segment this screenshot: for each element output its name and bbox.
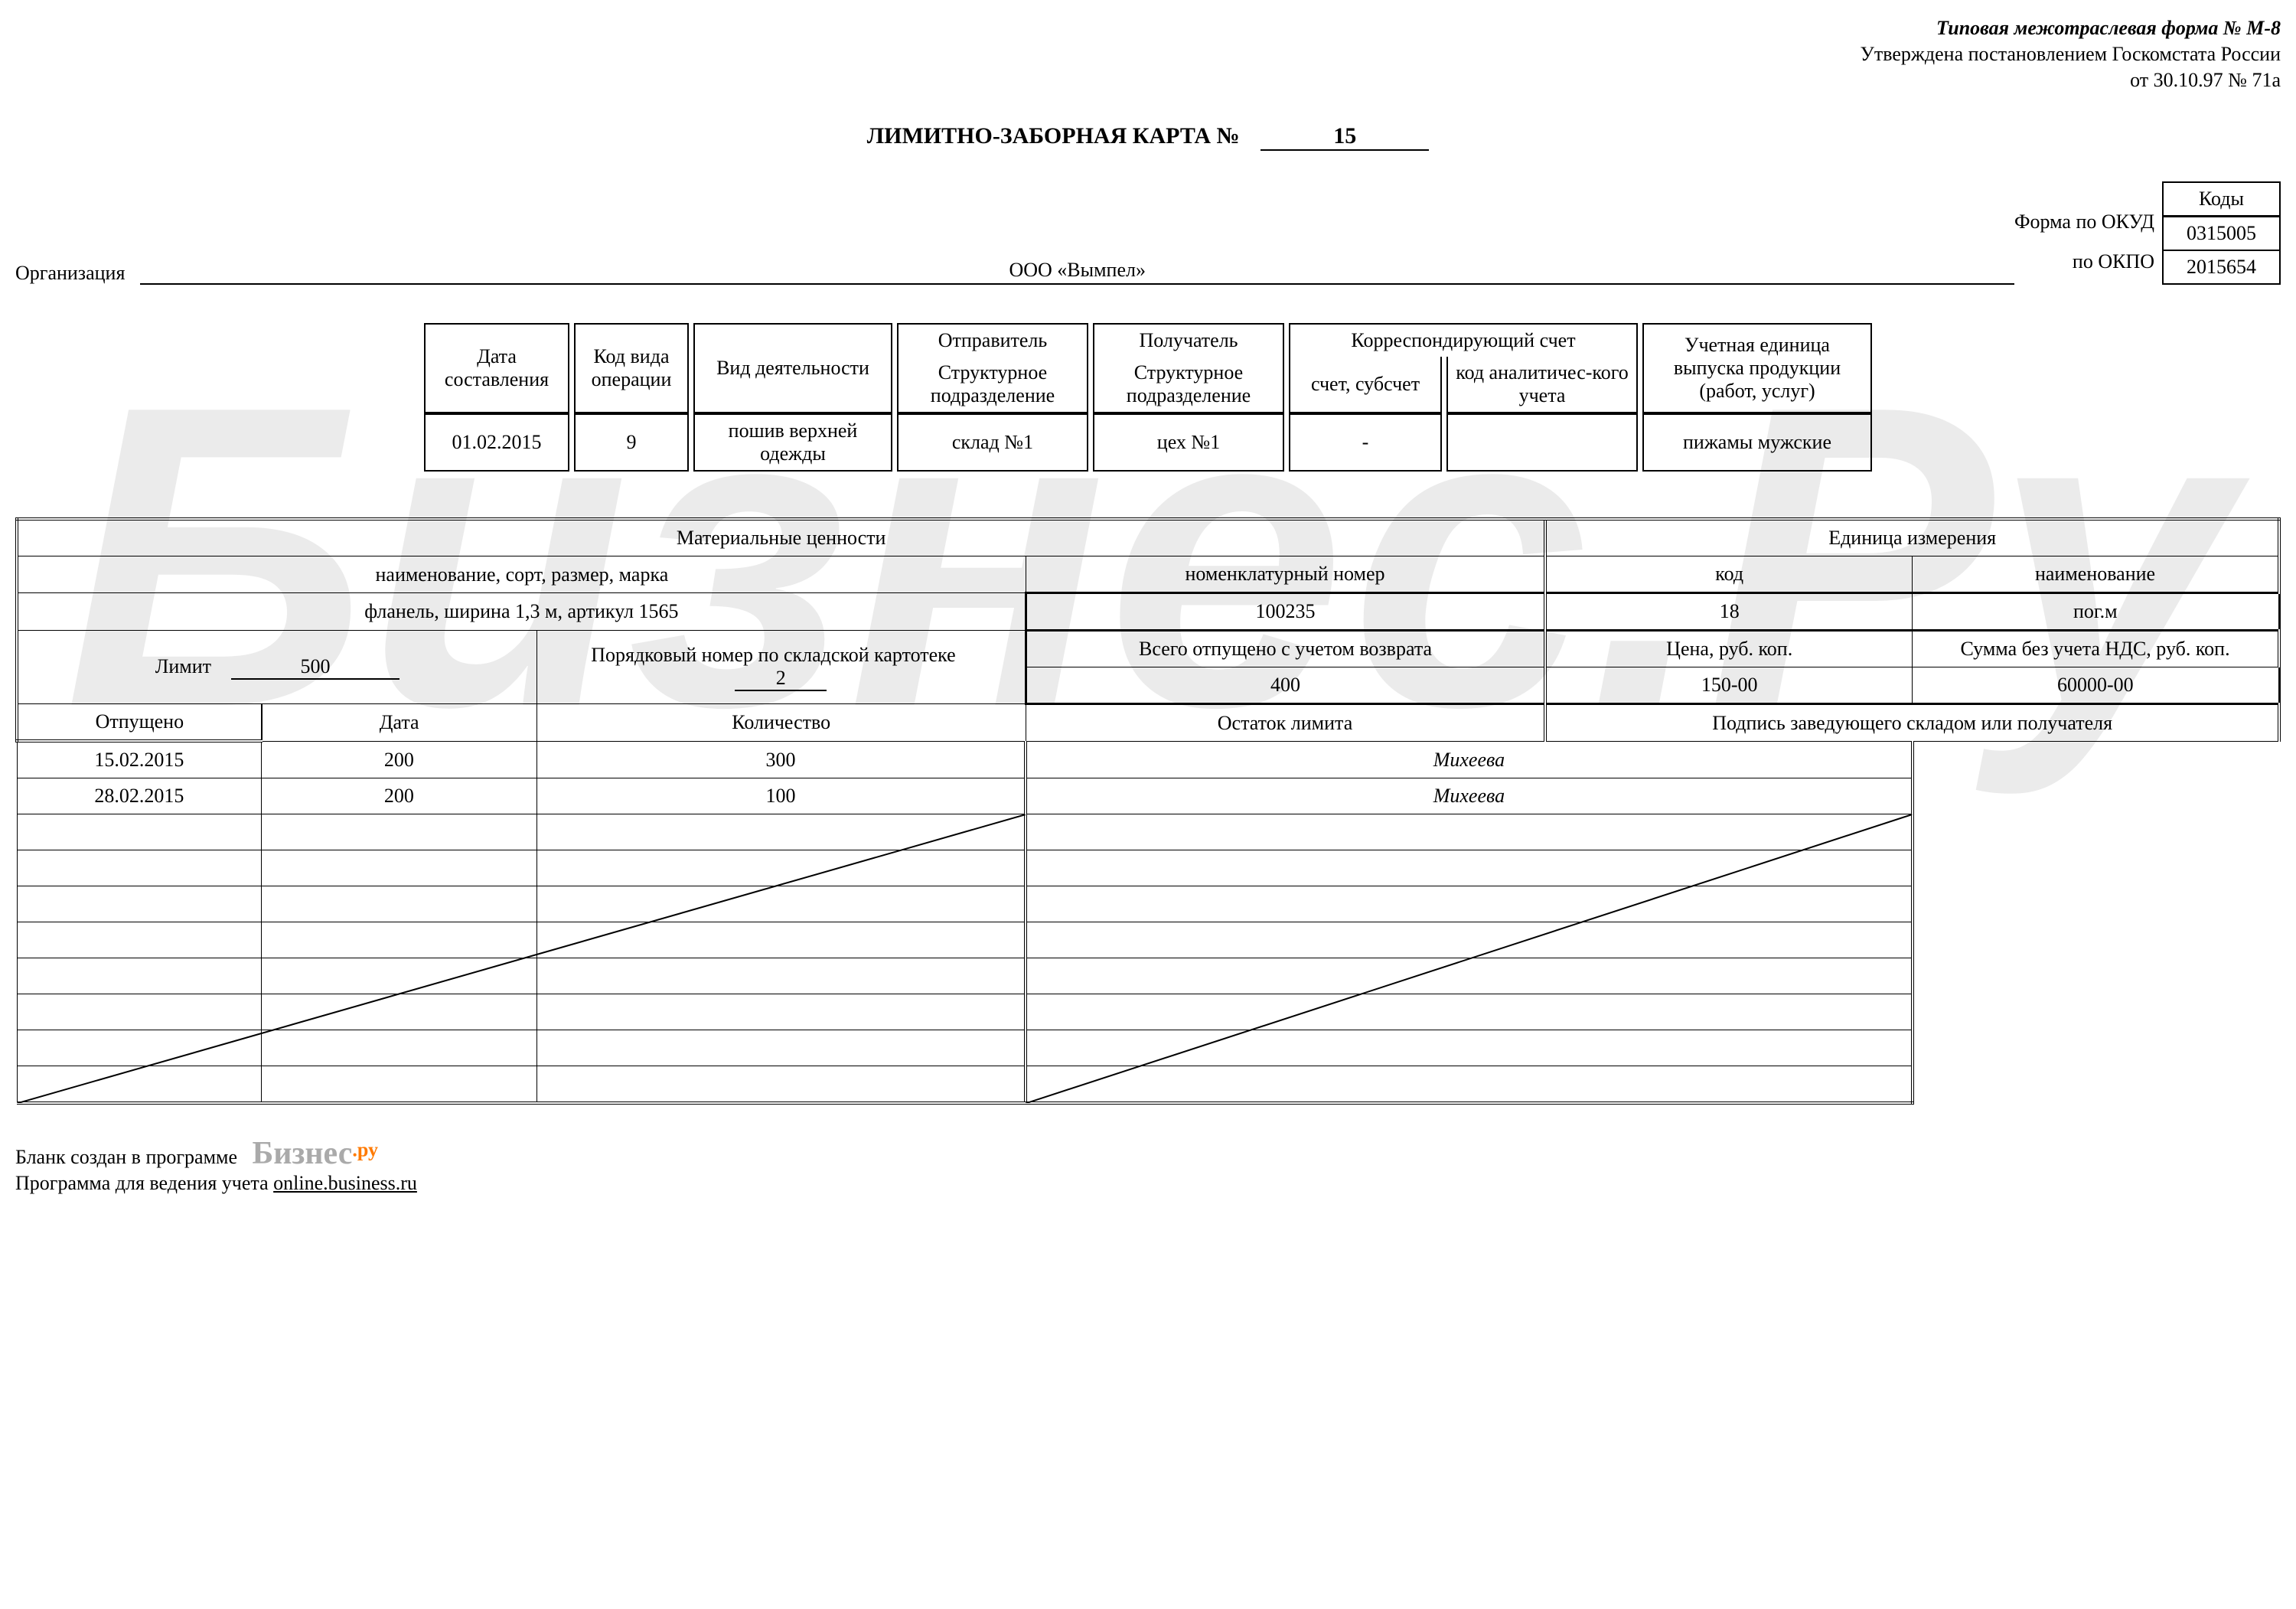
v-name-sort: фланель, ширина 1,3 м, артикул 1565 [17, 593, 1026, 631]
form-header: Типовая межотраслевая форма № М-8 Утверж… [15, 15, 2281, 93]
h-unit: Единица измерения [1545, 519, 2279, 556]
table-row-empty [17, 958, 2279, 994]
codes-labels: Форма по ОКУД по ОКПО [2014, 202, 2162, 285]
meta-h-date: Дата составления [424, 323, 569, 413]
codes-table: Коды 0315005 2015654 [2162, 181, 2281, 285]
table-row-empty [17, 1030, 2279, 1066]
codes-title: Коды [2163, 182, 2280, 217]
v-total-released: 400 [1026, 667, 1545, 704]
footer-line1: Бланк создан в программе [15, 1146, 237, 1168]
table-row-empty [17, 886, 2279, 922]
meta-v-date: 01.02.2015 [424, 413, 569, 472]
card-index-value: 2 [735, 667, 827, 691]
table-row: 15.02.2015200300Михеева [17, 741, 2279, 778]
document-title: ЛИМИТНО-ЗАБОРНАЯ КАРТА № 15 [15, 123, 2281, 151]
form-type: Типовая межотраслевая форма № М-8 [15, 15, 2281, 41]
h-qty-col: Количество [536, 704, 1026, 742]
h-nomen: номенклатурный номер [1026, 556, 1545, 593]
document-number: 15 [1261, 123, 1429, 151]
table-row-empty [17, 994, 2279, 1030]
limit-cell: Лимит 500 [17, 631, 536, 704]
form-date: от 30.10.97 № 71а [15, 67, 2281, 93]
meta-v-op: 9 [574, 413, 689, 472]
card-index-cell: Порядковый номер по складской картотеке … [536, 631, 1026, 704]
table-row-empty [17, 850, 2279, 886]
h-remain-col: Остаток лимита [1026, 704, 1545, 742]
meta-v-unit: пижамы мужские [1642, 413, 1872, 472]
v-sum: 60000-00 [1913, 667, 2279, 704]
meta-h-corr: Корреспондирующий счет [1289, 323, 1638, 357]
form-approved: Утверждена постановлением Госкомстата Ро… [15, 41, 2281, 67]
meta-v-analytic [1446, 413, 1638, 472]
table-row-empty [17, 1066, 2279, 1104]
footer-line2: Программа для ведения учета [15, 1172, 269, 1194]
meta-v-acct: - [1289, 413, 1442, 472]
meta-v-receiver: цех №1 [1093, 413, 1284, 472]
meta-h-acct: счет, субсчет [1289, 357, 1442, 413]
h-sum: Сумма без учета НДС, руб. коп. [1913, 631, 2279, 667]
meta-h-receiver: Получатель [1093, 323, 1284, 357]
v-unit-name: пог.м [1913, 593, 2279, 631]
h-unit-code: код [1545, 556, 1912, 593]
meta-h-analytic: код аналитичес-кого учета [1446, 357, 1638, 413]
meta-h-struct1: Структурное подразделение [897, 357, 1088, 413]
released-label: Отпущено [17, 704, 262, 742]
okud-label: Форма по ОКУД [2014, 202, 2154, 242]
meta-v-sender: склад №1 [897, 413, 1088, 472]
limit-value: 500 [231, 655, 400, 680]
meta-h-struct2: Структурное подразделение [1093, 357, 1284, 413]
meta-v-activity: пошив верхней одежды [693, 413, 892, 472]
okpo-value: 2015654 [2163, 250, 2280, 284]
table-row-empty [17, 922, 2279, 958]
meta-h-sender: Отправитель [897, 323, 1088, 357]
v-nomen: 100235 [1026, 593, 1545, 631]
table-row-empty [17, 814, 2279, 850]
meta-h-op: Код вида операции [574, 323, 689, 413]
h-mat-values: Материальные ценности [17, 519, 1545, 556]
organization-value: ООО «Вымпел» [140, 259, 2014, 285]
meta-table: Дата составления Код вида операции Вид д… [419, 323, 1877, 472]
footer-brand: Бизнес [253, 1136, 353, 1171]
footer-link[interactable]: online.business.ru [273, 1172, 417, 1194]
organization-label: Организация [15, 262, 125, 285]
okud-value: 0315005 [2163, 217, 2280, 251]
h-sign-col: Подпись заведующего складом или получате… [1545, 704, 2279, 742]
footer: Бланк создан в программе Бизнес.ру Прогр… [15, 1135, 2281, 1195]
h-price: Цена, руб. коп. [1545, 631, 1912, 667]
meta-h-unit: Учетная единица выпуска продукции (работ… [1642, 323, 1872, 413]
table-row: 28.02.2015200100Михеева [17, 778, 2279, 814]
organization-line: Организация ООО «Вымпел» [15, 259, 2014, 285]
meta-h-activity: Вид деятельности [693, 323, 892, 413]
h-date-col: Дата [262, 704, 536, 742]
h-unit-name: наименование [1913, 556, 2279, 593]
v-unit-code: 18 [1545, 593, 1912, 631]
v-price: 150-00 [1545, 667, 1912, 704]
main-table: Материальные ценности Единица измерения … [15, 517, 2281, 1105]
footer-brand-suffix: .ру [352, 1139, 378, 1161]
h-name-sort: наименование, сорт, размер, марка [17, 556, 1026, 593]
h-total-released: Всего отпущено с учетом возврата [1026, 631, 1545, 667]
okpo-label: по ОКПО [2014, 242, 2154, 282]
